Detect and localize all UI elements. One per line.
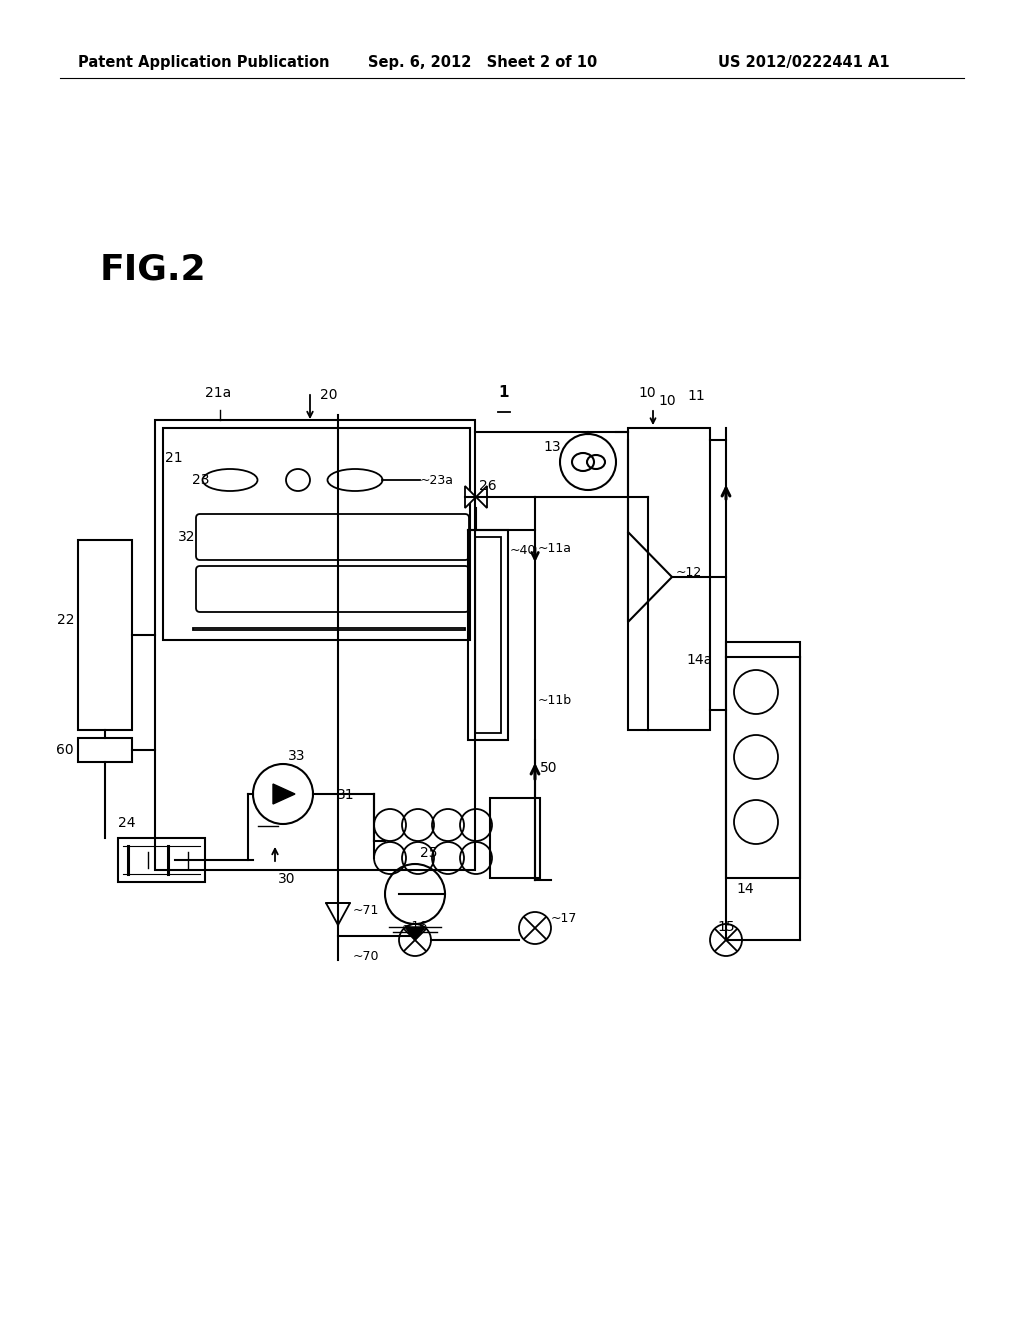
Text: 23: 23 — [193, 473, 210, 487]
Text: 11: 11 — [687, 389, 705, 403]
Bar — [475, 537, 501, 733]
Text: ~40: ~40 — [510, 544, 537, 557]
Text: ~11b: ~11b — [538, 693, 572, 706]
Text: 22: 22 — [56, 612, 74, 627]
Text: 1: 1 — [498, 385, 509, 400]
Polygon shape — [326, 903, 350, 925]
Text: 26: 26 — [479, 479, 497, 492]
Text: 14a: 14a — [686, 653, 713, 667]
Polygon shape — [273, 784, 295, 804]
Bar — [78, 738, 132, 762]
Text: ~11a: ~11a — [538, 541, 572, 554]
Bar — [78, 540, 132, 730]
Polygon shape — [465, 486, 476, 508]
Text: ~70: ~70 — [353, 950, 380, 964]
Text: ~12: ~12 — [676, 565, 702, 578]
Text: 30: 30 — [278, 873, 296, 886]
Text: 24: 24 — [118, 816, 135, 830]
Text: US 2012/0222441 A1: US 2012/0222441 A1 — [718, 54, 890, 70]
Bar — [628, 428, 710, 730]
Bar — [490, 799, 540, 878]
Text: 10: 10 — [658, 393, 676, 408]
Polygon shape — [406, 927, 425, 940]
Bar — [118, 838, 205, 882]
Bar — [726, 642, 800, 878]
Text: ~23a: ~23a — [420, 474, 454, 487]
Text: 33: 33 — [288, 748, 305, 763]
Text: ~17: ~17 — [551, 912, 578, 925]
Text: 21a: 21a — [205, 385, 231, 400]
Bar — [155, 420, 475, 870]
Text: Sep. 6, 2012   Sheet 2 of 10: Sep. 6, 2012 Sheet 2 of 10 — [368, 54, 597, 70]
Bar — [193, 628, 465, 630]
Text: 50: 50 — [540, 762, 557, 775]
Text: ~16: ~16 — [401, 920, 428, 933]
Text: 25: 25 — [420, 846, 437, 861]
Text: 21: 21 — [165, 451, 182, 465]
Bar — [163, 428, 470, 640]
Text: 31: 31 — [337, 788, 355, 803]
Text: Patent Application Publication: Patent Application Publication — [78, 54, 330, 70]
Polygon shape — [476, 486, 487, 508]
Bar — [468, 531, 508, 741]
Text: 10: 10 — [638, 385, 655, 400]
Text: 14: 14 — [736, 882, 754, 896]
Text: 20: 20 — [319, 388, 338, 403]
Text: 60: 60 — [56, 743, 74, 756]
Text: ~71: ~71 — [353, 903, 379, 916]
Text: FIG.2: FIG.2 — [100, 253, 207, 286]
Text: 13: 13 — [543, 440, 560, 454]
Text: 32: 32 — [177, 531, 195, 544]
Text: 15: 15 — [717, 920, 735, 935]
